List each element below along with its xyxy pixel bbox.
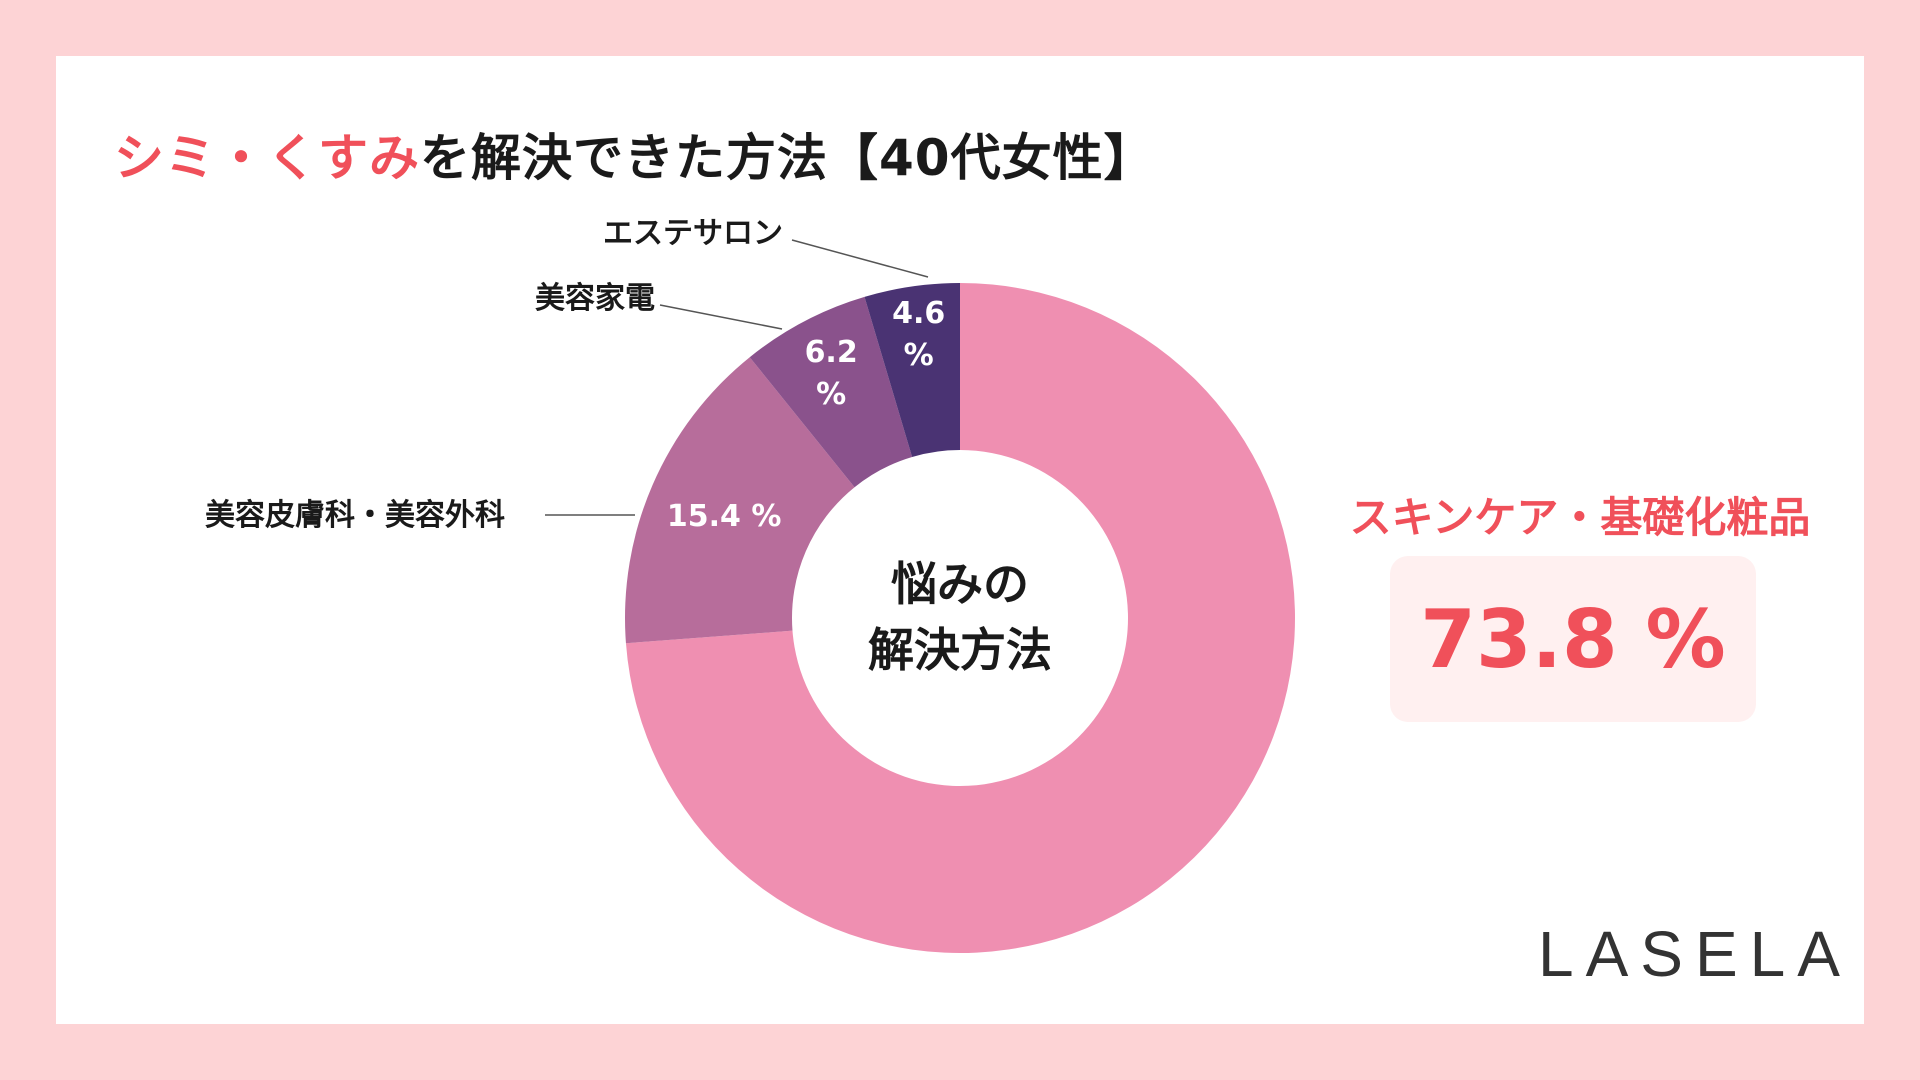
chart-title-rest: を解決できた方法【40代女性】 bbox=[420, 129, 1155, 187]
slice-4-percent-label: 4.6% bbox=[892, 296, 945, 373]
slice-1-wedge bbox=[625, 283, 1296, 953]
slice-4-category-label: エステサロン bbox=[603, 216, 783, 251]
slice-2-wedge bbox=[625, 357, 855, 644]
top-category-value: 73.8 % bbox=[1420, 592, 1726, 686]
slice-3-percent-label: 6.2% bbox=[805, 335, 858, 412]
brand-logo: LASELA bbox=[1538, 918, 1852, 990]
top-category-value-box: 73.8 % bbox=[1390, 556, 1756, 722]
top-category-label: スキンケア・基礎化粧品 bbox=[1349, 493, 1811, 542]
slice-2-percent-label: 15.4 % bbox=[667, 499, 782, 534]
slice-3-leader-line bbox=[659, 304, 783, 330]
center-label-line-2: 解決方法 bbox=[868, 623, 1052, 677]
slice-3-category-label: 美容家電 bbox=[535, 281, 655, 316]
center-label-line-1: 悩みの bbox=[891, 557, 1029, 611]
slice-4-leader-line bbox=[791, 239, 929, 278]
chart-title: シミ・くすみを解決できた方法【40代女性】 bbox=[114, 118, 1155, 190]
slice-2-category-label: 美容皮膚科・美容外科 bbox=[205, 498, 505, 533]
chart-title-accent: シミ・くすみ bbox=[114, 129, 420, 187]
slice-4-wedge bbox=[864, 283, 960, 457]
slice-3-wedge bbox=[749, 296, 913, 488]
